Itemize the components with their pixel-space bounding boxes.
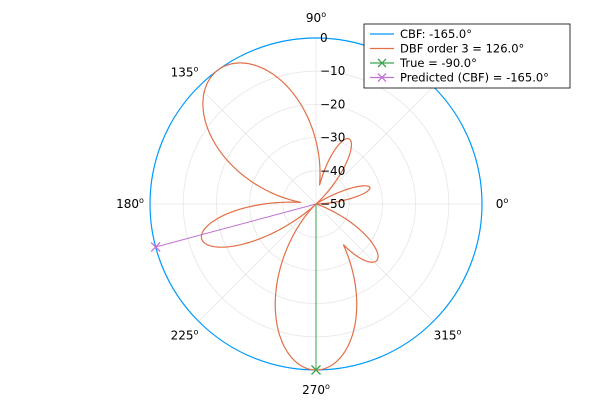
series-marker-3 xyxy=(150,242,161,252)
r-tick-label: −10 xyxy=(320,64,345,78)
theta-tick-label: 0o xyxy=(496,196,509,211)
theta-tick-label: 90o xyxy=(306,10,326,25)
r-tick-label: −40 xyxy=(320,164,345,178)
legend-label-1: DBF order 3 = 126.0° xyxy=(400,42,524,56)
legend-box xyxy=(363,23,571,89)
series-dbf xyxy=(200,62,379,371)
r-tick-label: −50 xyxy=(320,197,345,211)
series-layer xyxy=(149,37,483,375)
theta-tick-label: 315o xyxy=(434,328,462,343)
grid-spoke-1 xyxy=(315,86,434,205)
series-marker-2 xyxy=(311,365,321,375)
legend: CBF: -165.0°DBF order 3 = 126.0°True = -… xyxy=(363,23,571,89)
legend-marker-2 xyxy=(377,58,387,68)
theta-tick-label: 270o xyxy=(302,382,330,397)
theta-tick-label: 135o xyxy=(171,64,199,79)
r-tick-label: −30 xyxy=(320,131,345,145)
r-tick-label: −20 xyxy=(320,97,345,111)
legend-marker-3 xyxy=(377,73,387,82)
grid-spoke-7 xyxy=(315,203,434,322)
legend-label-3: Predicted (CBF) = -165.0° xyxy=(400,71,549,85)
theta-tick-label: 225o xyxy=(171,328,199,343)
legend-label-2: True = -90.0° xyxy=(399,56,477,70)
legend-label-0: CBF: -165.0° xyxy=(400,27,472,41)
r-tick-label: 0 xyxy=(320,31,328,45)
series-ray-3 xyxy=(155,203,317,248)
theta-tick-label: 180o xyxy=(116,196,144,211)
tick-labels: 0 −10 −20 −30 −40 −50 0o 90o 135o 180o 225o 270o 315… xyxy=(116,10,508,397)
grid-spoke-3 xyxy=(198,86,317,205)
grid-spoke-5 xyxy=(198,203,317,322)
